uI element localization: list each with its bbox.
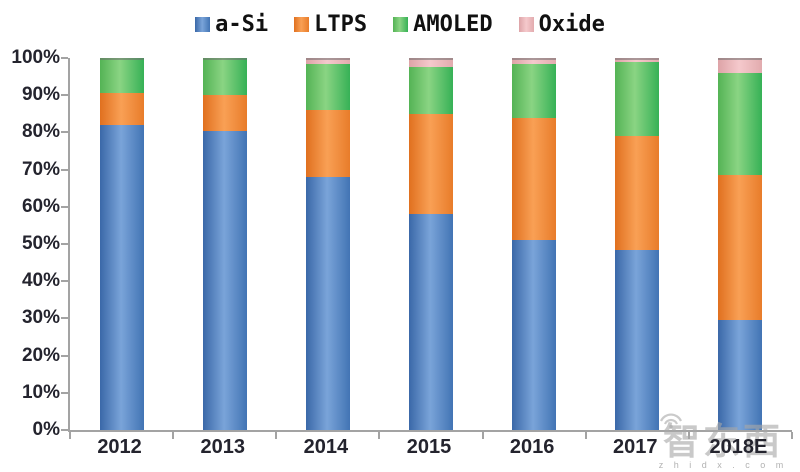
- segment-oxide: [409, 58, 453, 68]
- x-category-label-2018E: 2018E: [709, 436, 768, 458]
- segment-amoled: [305, 63, 350, 111]
- y-tick-label: 90%: [21, 84, 60, 106]
- y-tick-label: 30%: [21, 307, 60, 329]
- x-tick-mark: [481, 432, 484, 439]
- legend-item-ltps: LTPS: [294, 12, 367, 37]
- stacked-bar-2016: [512, 58, 557, 430]
- segment-ltps: [99, 93, 144, 125]
- segment-a-si: [615, 249, 660, 430]
- y-tick-mark: [61, 429, 68, 431]
- segment-a-si: [409, 214, 453, 430]
- segment-amoled: [99, 58, 144, 94]
- segment-amoled: [718, 72, 763, 176]
- segment-amoled: [615, 61, 660, 137]
- plot-area: [61, 57, 793, 439]
- segment-a-si: [202, 130, 247, 430]
- stacked-bar-2014: [305, 58, 350, 430]
- segment-amoled: [409, 67, 453, 114]
- legend-item-oxide: Oxide: [518, 12, 605, 37]
- legend-swatch-icon: [393, 17, 409, 32]
- legend-swatch-icon: [294, 17, 310, 32]
- y-tick-mark: [61, 205, 68, 208]
- segment-ltps: [512, 117, 557, 241]
- y-tick-label: 70%: [21, 158, 60, 180]
- x-axis-labels: 2012 2013 2014 2015 2016 2017 2018E: [68, 436, 790, 466]
- segment-amoled: [202, 58, 247, 96]
- segment-oxide: [615, 58, 660, 62]
- x-tick-mark: [687, 432, 690, 439]
- segment-ltps: [718, 175, 763, 321]
- stacked-bar-2017: [615, 58, 660, 430]
- y-tick-mark: [61, 280, 68, 283]
- stacked-bar-2018E: [718, 58, 763, 430]
- y-tick-label: 60%: [21, 195, 60, 217]
- x-tick-mark: [275, 432, 278, 439]
- y-tick-mark: [61, 391, 68, 394]
- legend-item-a-si: a-Si: [195, 12, 268, 37]
- y-tick-mark: [61, 317, 68, 320]
- legend-label: a-Si: [215, 12, 269, 37]
- y-tick-mark: [61, 243, 68, 245]
- x-tick-mark: [584, 432, 587, 439]
- y-tick-label: 0%: [32, 419, 60, 440]
- y-tick-mark: [61, 131, 68, 134]
- stacked-bar-2012: [99, 58, 144, 430]
- segment-oxide: [512, 58, 557, 64]
- segment-ltps: [615, 136, 660, 250]
- y-tick-label: 10%: [21, 381, 60, 403]
- segment-ltps: [202, 95, 247, 131]
- y-tick-mark: [61, 168, 68, 171]
- legend-swatch-icon: [195, 17, 211, 32]
- y-tick-label: 40%: [21, 270, 60, 292]
- segment-a-si: [99, 124, 144, 430]
- legend-item-amoled: AMOLED: [393, 12, 493, 37]
- x-tick-mark: [378, 432, 381, 439]
- y-tick-mark: [61, 354, 68, 357]
- y-tick-label: 50%: [21, 233, 60, 254]
- segment-oxide: [305, 58, 350, 64]
- x-category-label-2014: 2014: [303, 436, 349, 458]
- y-axis-labels: 0% 10% 20% 30% 40% 50% 60% 70% 80% 90% 100%: [0, 47, 60, 440]
- segment-a-si: [305, 177, 350, 430]
- legend-swatch-icon: [518, 17, 534, 32]
- x-category-label-2017: 2017: [613, 436, 658, 458]
- segment-amoled: [512, 63, 557, 118]
- y-tick-mark: [61, 94, 68, 97]
- legend-label: Oxide: [538, 12, 605, 37]
- segment-ltps: [305, 110, 350, 178]
- x-category-label-2013: 2013: [200, 436, 245, 458]
- y-tick-label: 100%: [11, 47, 60, 68]
- y-tick-label: 80%: [21, 121, 60, 143]
- segment-a-si: [512, 240, 557, 430]
- stacked-bar-2015: [409, 58, 453, 430]
- chart-legend: a-Si LTPS AMOLED Oxide: [0, 12, 800, 37]
- y-tick-mark: [61, 57, 68, 59]
- x-category-label-2016: 2016: [509, 436, 555, 458]
- x-tick-mark: [172, 432, 175, 439]
- segment-a-si: [718, 320, 763, 430]
- x-tick-mark: [791, 432, 793, 439]
- stacked-bar-2013: [202, 58, 247, 430]
- x-category-label-2015: 2015: [406, 436, 452, 458]
- legend-label: AMOLED: [413, 12, 493, 37]
- x-tick-mark: [69, 432, 71, 439]
- segment-oxide: [718, 58, 763, 73]
- legend-label: LTPS: [314, 12, 368, 37]
- x-category-label-2012: 2012: [97, 436, 142, 458]
- segment-ltps: [409, 113, 453, 215]
- y-tick-label: 20%: [21, 344, 60, 366]
